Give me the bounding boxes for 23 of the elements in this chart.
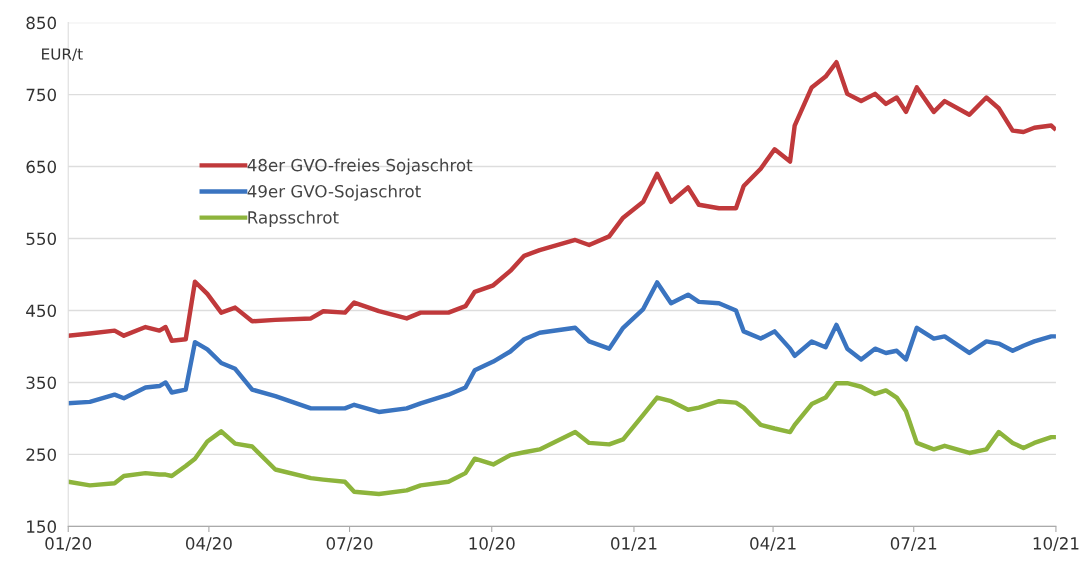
legend-label: Rapsschrot xyxy=(248,210,339,227)
y-tick-label: 750 xyxy=(26,88,57,102)
line-series xyxy=(68,280,1056,415)
legend-label: 49er GVO-Sojaschrot xyxy=(247,184,421,201)
y-tick-label: 850 xyxy=(26,16,57,30)
y-tick-label: 450 xyxy=(26,304,57,318)
y-tick-label: 350 xyxy=(26,376,57,390)
x-tick-label: 04/21 xyxy=(750,537,796,552)
x-tick-label: 04/20 xyxy=(185,537,232,552)
legend-label: 48er GVO-freies Sojaschrot xyxy=(247,158,473,175)
y-tick-label: 650 xyxy=(26,160,57,174)
y-tick-label: 250 xyxy=(26,448,57,461)
y-tick-label: 150 xyxy=(27,520,57,533)
x-tick-label: 10/20 xyxy=(469,537,515,552)
y-tick-label: 550 xyxy=(26,232,57,246)
line-series xyxy=(68,60,1056,343)
x-tick-label: 07/21 xyxy=(890,537,937,552)
x-tick-label: 01/21 xyxy=(611,537,657,552)
line-series xyxy=(68,380,1056,497)
x-tick-label: 07/20 xyxy=(326,537,373,552)
y-axis-title: EUR/t xyxy=(42,48,83,62)
x-tick-label: 01/20 xyxy=(45,537,92,552)
x-tick-label: 10/21 xyxy=(1033,537,1079,552)
